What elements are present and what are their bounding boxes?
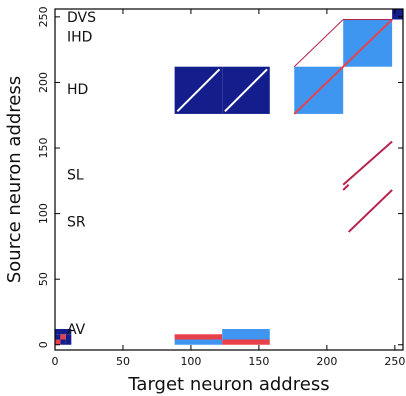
y-axis-title: Source neuron address xyxy=(4,76,25,283)
connection-line-1 xyxy=(224,68,268,113)
x-tick-label: 50 xyxy=(116,355,130,368)
connection-block-5 xyxy=(174,334,223,340)
region-label-sl: SL xyxy=(67,167,84,183)
connection-block-11 xyxy=(55,334,61,340)
region-label-ihd: IHD xyxy=(67,30,92,46)
region-label-av: AV xyxy=(67,322,86,338)
x-axis-title: Target neuron address xyxy=(127,374,329,395)
region-label-dvs: DVS xyxy=(67,10,96,26)
x-tick-label: 250 xyxy=(384,355,405,368)
connection-line-2 xyxy=(293,18,393,115)
connection-block-14 xyxy=(65,334,72,340)
connection-line-5 xyxy=(342,140,393,186)
y-tick-label: 150 xyxy=(37,138,50,159)
x-tick-label: 100 xyxy=(180,355,201,368)
connection-block-15 xyxy=(55,329,72,335)
y-tick-label: 200 xyxy=(37,72,50,93)
y-tick-label: 50 xyxy=(37,272,50,286)
connection-block-13 xyxy=(65,339,72,345)
connection-block-7 xyxy=(222,329,270,340)
connection-block-8 xyxy=(392,9,403,20)
axes: 0 50 100 150 200 250 0 50 100 150 200 250 xyxy=(37,6,405,368)
connection-line-6 xyxy=(342,184,350,191)
region-label-hd: HD xyxy=(67,82,88,98)
connection-line-3 xyxy=(293,19,344,68)
connection-block-9 xyxy=(55,339,61,345)
plot-frame xyxy=(54,8,404,351)
y-tick-label: 250 xyxy=(37,6,50,27)
x-tick-label: 200 xyxy=(316,355,337,368)
connection-block-4 xyxy=(174,339,223,345)
plot-area: DVS IHD HD SL SR AV xyxy=(55,9,403,345)
connection-block-10 xyxy=(60,339,66,345)
x-tick-label: 150 xyxy=(248,355,269,368)
connection-line-0 xyxy=(176,68,221,113)
connection-block-6 xyxy=(222,339,270,345)
x-tick-label: 0 xyxy=(52,355,59,368)
region-label-sr: SR xyxy=(67,214,86,230)
connection-block-12 xyxy=(60,334,66,340)
y-tick-label: 100 xyxy=(37,203,50,224)
connection-line-7 xyxy=(347,189,393,233)
y-tick-label: 0 xyxy=(37,341,50,348)
